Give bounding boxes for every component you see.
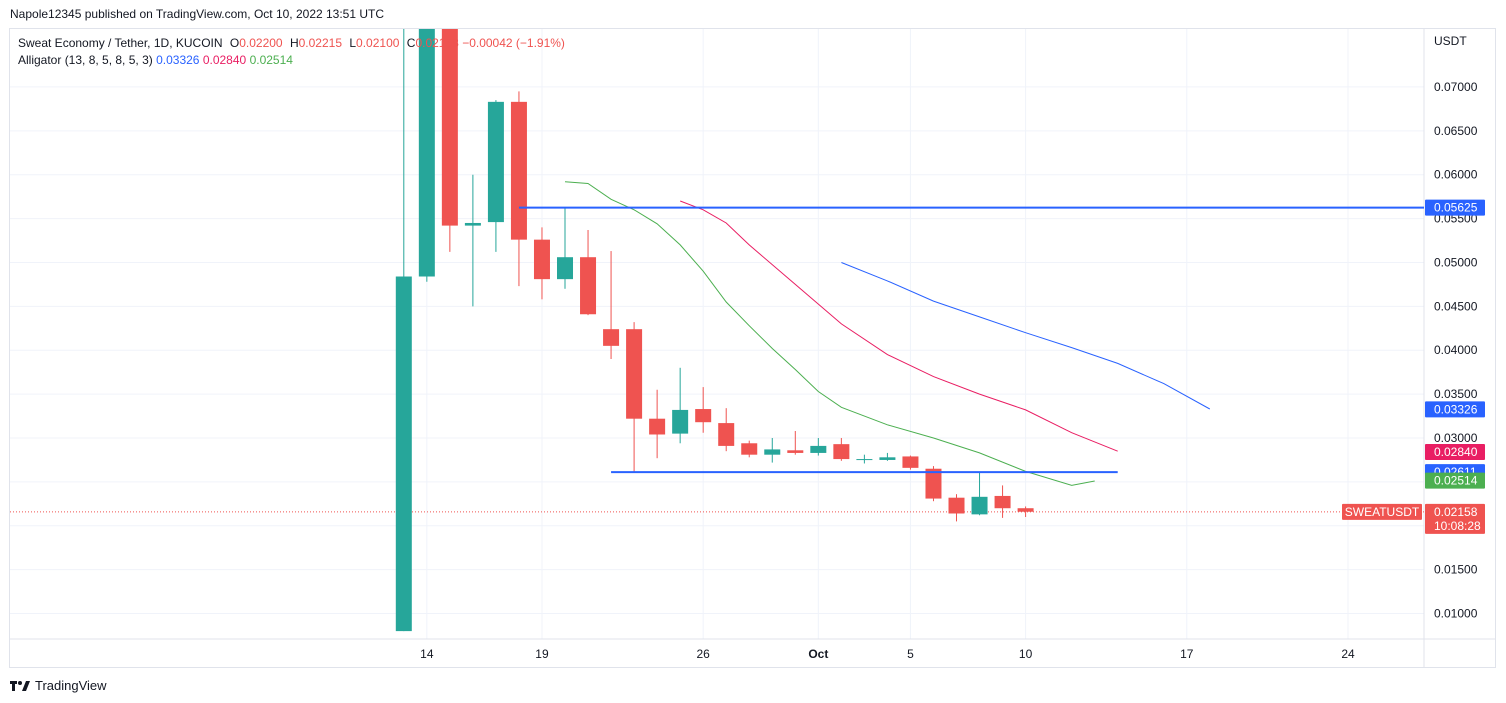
indicator-legend: Alligator (13, 8, 5, 8, 5, 3) 0.03326 0.… xyxy=(18,52,565,69)
time-tick-label: 19 xyxy=(535,647,549,661)
open-label: O xyxy=(229,36,240,50)
candle-body xyxy=(418,29,435,277)
price-tick-label: 0.04000 xyxy=(1434,343,1478,357)
time-tick-label: 26 xyxy=(697,647,711,661)
time-tick-label: 17 xyxy=(1180,647,1194,661)
high-value: 0.02215 xyxy=(298,36,343,50)
indicator-title[interactable]: Alligator (13, 8, 5, 8, 5, 3) xyxy=(18,53,153,67)
price-tick-label: 0.05000 xyxy=(1434,255,1478,269)
last-price-tag-bg xyxy=(1425,503,1485,534)
price-tick-label: 0.06000 xyxy=(1434,168,1478,182)
alligator-jaw-line xyxy=(841,262,1211,410)
price-tick-label: 0.04500 xyxy=(1434,299,1478,313)
last-price-tag: 0.02158 xyxy=(1434,505,1478,519)
symbol-tag-bg xyxy=(1342,503,1422,520)
indicator-price-tag-bg xyxy=(1425,444,1485,461)
price-tick-label: 0.03000 xyxy=(1434,431,1478,445)
price-tick-label: 0.03500 xyxy=(1434,387,1478,401)
price-tick-label: 0.01000 xyxy=(1434,607,1478,621)
jaw-value: 0.03326 xyxy=(156,53,200,67)
candle-body xyxy=(856,459,873,461)
price-tick-label: 0.07000 xyxy=(1434,80,1478,94)
candle-body xyxy=(718,423,735,446)
candle-body xyxy=(603,329,620,346)
publish-info: Napole12345 published on TradingView.com… xyxy=(10,7,385,21)
change-value: −0.00042 (−1.91%) xyxy=(462,36,565,50)
candle-body xyxy=(1017,508,1034,512)
indicator-price-tag-bg xyxy=(1425,472,1485,489)
candle-body xyxy=(626,329,643,419)
candle-body xyxy=(533,239,550,280)
high-label: H xyxy=(289,36,299,50)
candle-body xyxy=(925,468,942,499)
alligator-lips-line xyxy=(564,181,1095,486)
candle-body xyxy=(810,445,827,453)
chart-frame[interactable]: USDT 0.07000 0.06500 0.06000 0.05500 0.05000 0… xyxy=(9,28,1496,668)
close-label: C xyxy=(406,36,416,50)
time-tick-label: 10 xyxy=(1019,647,1033,661)
candle-body xyxy=(464,222,481,226)
bar-countdown: 10:08:28 xyxy=(1434,519,1481,533)
candle-body xyxy=(695,409,712,423)
open-value: 0.02200 xyxy=(239,36,283,50)
chart-legend: Sweat Economy / Tether, 1D, KUCOIN O0.02… xyxy=(18,35,565,69)
footer-brand-text: TradingView xyxy=(35,678,107,693)
low-value: 0.02100 xyxy=(356,36,400,50)
candle-body xyxy=(649,418,666,435)
candle-body xyxy=(948,497,965,514)
time-tick-label: Oct xyxy=(808,647,828,661)
price-tick-label: 0.01500 xyxy=(1434,563,1478,577)
currency-label: USDT xyxy=(1434,34,1467,48)
price-tick-label: 0.06500 xyxy=(1434,124,1478,138)
symbol-tag: SWEATUSDT xyxy=(1345,505,1420,519)
tradingview-logo-icon xyxy=(10,680,30,691)
candle-body xyxy=(971,496,988,515)
footer-brand: TradingView xyxy=(10,678,107,693)
hline-top-price-tag-bg xyxy=(1425,199,1485,216)
ohlc-legend: Sweat Economy / Tether, 1D, KUCOIN O0.02… xyxy=(18,35,565,52)
candle-body xyxy=(787,450,804,453)
indicator-price-tag: 0.03326 xyxy=(1434,402,1478,416)
candle-body xyxy=(764,449,781,455)
lips-value: 0.02514 xyxy=(249,53,293,67)
plot-area[interactable] xyxy=(10,29,1424,632)
candle-body xyxy=(741,443,758,455)
candle-body xyxy=(994,495,1011,509)
indicator-price-tag: 0.02514 xyxy=(1434,474,1478,488)
price-chart[interactable]: USDT0.070000.065000.060000.055000.050000… xyxy=(10,29,1495,667)
symbol-title[interactable]: Sweat Economy / Tether, 1D, KUCOIN xyxy=(18,36,223,50)
candle-body xyxy=(395,276,412,632)
time-tick-label: 14 xyxy=(420,647,434,661)
time-tick-label: 24 xyxy=(1341,647,1355,661)
low-label: L xyxy=(349,36,357,50)
teeth-value: 0.02840 xyxy=(202,53,247,67)
candle-body xyxy=(487,101,504,223)
candle-body xyxy=(557,257,574,280)
candle-body xyxy=(902,456,919,468)
candle-body xyxy=(879,457,896,460)
time-tick-label: 5 xyxy=(907,647,914,661)
candle-body xyxy=(672,409,689,434)
alligator-teeth-line xyxy=(680,200,1118,452)
candle-body xyxy=(833,444,850,460)
candle-body xyxy=(510,101,527,240)
indicator-price-tag-bg xyxy=(1425,401,1485,418)
hline-top-price-tag: 0.05625 xyxy=(1434,201,1478,215)
candle-body xyxy=(580,257,597,315)
candle-body xyxy=(441,29,458,226)
close-value: 0.02158 xyxy=(415,36,459,50)
indicator-price-tag: 0.02840 xyxy=(1434,445,1478,459)
